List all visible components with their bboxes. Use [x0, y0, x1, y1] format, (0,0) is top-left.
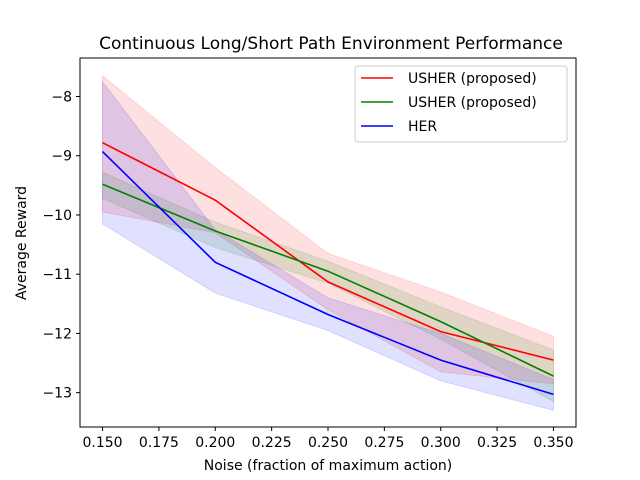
y-axis: −8 −9 −10 −11 −12 −13: [42, 89, 80, 402]
x-tick-label: 0.300: [421, 435, 461, 451]
band-series-2: [102, 171, 554, 403]
line-series-2: [102, 183, 554, 377]
x-axis-label: Noise (fraction of maximum action): [204, 458, 452, 474]
legend-label-2: USHER (proposed): [408, 95, 537, 111]
x-tick-label: 0.325: [477, 435, 517, 451]
x-tick-label: 0.150: [82, 435, 122, 451]
y-tick-label: −10: [42, 208, 72, 224]
y-tick-label: −11: [42, 267, 72, 283]
series-lines: [101, 141, 554, 396]
y-tick-label: −8: [51, 89, 72, 105]
line-series-1: [102, 141, 554, 361]
x-tick-label: 0.200: [195, 435, 235, 451]
x-tick-label: 0.350: [533, 435, 573, 451]
x-tick-label: 0.175: [139, 435, 179, 451]
chart-title: Continuous Long/Short Path Environment P…: [99, 34, 563, 54]
x-tick-label: 0.275: [364, 435, 404, 451]
x-tick-label: 0.250: [308, 435, 348, 451]
x-tick-label: 0.225: [252, 435, 292, 451]
band-series-3: [102, 80, 554, 412]
x-axis: 0.150 0.175 0.200 0.225 0.250 0.275 0.300 0.325…: [82, 427, 574, 451]
legend-box: [354, 65, 568, 143]
y-tick-label: −12: [42, 326, 72, 342]
legend-label-1: USHER (proposed): [408, 71, 537, 87]
legend-label-3: HER: [408, 119, 437, 135]
y-tick-label: −9: [51, 149, 72, 165]
line-series-3: [101, 151, 554, 396]
legend: USHER (proposed) USHER (proposed) HER: [354, 65, 568, 143]
y-tick-label: −13: [42, 386, 72, 402]
y-axis-label: Average Reward: [14, 186, 30, 300]
